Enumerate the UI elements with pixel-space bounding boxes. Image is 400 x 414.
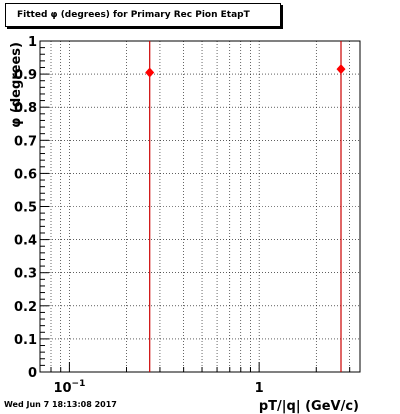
timestamp-footer: Wed Jun 7 18:13:08 2017 — [4, 400, 117, 409]
y-tick-label: 0.7 — [14, 134, 37, 149]
y-tick-label: 0.1 — [14, 333, 37, 348]
axis-tick-labels: 0 0.1 0.2 0.3 0.4 0.5 0.6 0.7 0.8 0.9 1 10−1 1 — [14, 35, 264, 396]
y-tick-label: 0.4 — [14, 234, 37, 249]
x-tick-label: 10−1 — [53, 379, 85, 396]
y-tick-label: 1 — [28, 35, 37, 50]
y-tick-label: 0.5 — [14, 201, 37, 216]
y-axis-label: φ (degrees) — [9, 42, 24, 128]
title-box: Fitted φ (degrees) for Primary Rec Pion … — [5, 3, 281, 27]
x-tick-label: 1 — [255, 381, 264, 396]
y-tick-label: 0.8 — [14, 101, 37, 116]
axis-ticks — [39, 40, 351, 373]
y-tick-label: 0 — [28, 366, 37, 381]
y-tick-label: 0.9 — [14, 68, 37, 83]
y-tick-label: 0.3 — [14, 267, 37, 282]
x-axis-label: pT/|q| (GeV/c) — [259, 399, 359, 414]
data-point — [336, 64, 346, 75]
y-tick-label: 0.6 — [14, 167, 37, 182]
grid-lines — [39, 41, 360, 372]
data-series — [145, 41, 346, 372]
y-tick-label: 0.2 — [14, 300, 37, 315]
data-point — [145, 67, 155, 78]
chart-title: Fitted φ (degrees) for Primary Rec Pion … — [17, 10, 250, 20]
